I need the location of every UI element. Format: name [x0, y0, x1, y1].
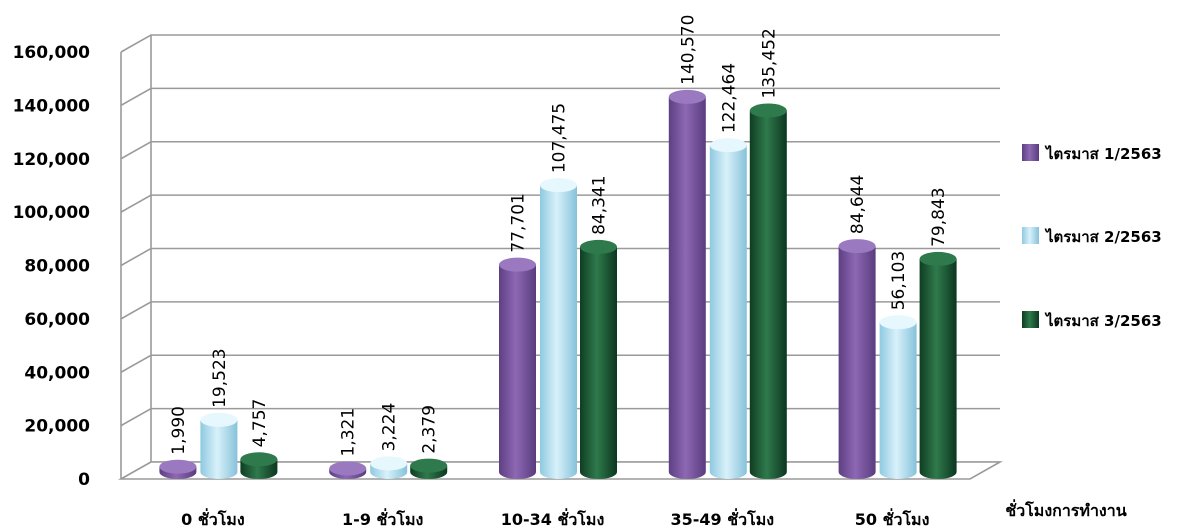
bar: [580, 239, 617, 479]
bar-top: [709, 138, 747, 153]
bar-body: [200, 419, 238, 479]
legend: ไตรมาส 1/2563 ไตรมาส 2/2563 ไตรมาส 3/2563: [1022, 144, 1162, 330]
data-label: 2,379: [420, 405, 440, 454]
bar: [200, 412, 238, 479]
legend-item: ไตรมาส 3/2563: [1022, 311, 1162, 330]
data-label: 122,464: [719, 63, 739, 133]
bar-top: [159, 459, 197, 474]
bar-body: [879, 322, 917, 479]
y-tick-label: 0: [78, 470, 90, 490]
bar: [919, 251, 957, 479]
bar-top: [919, 251, 957, 266]
y-tick-label: 40,000: [24, 363, 90, 383]
bar-top: [240, 452, 278, 467]
bar-body: [838, 246, 876, 479]
x-tick-label: 35-49 ชั่วโมง: [671, 508, 775, 529]
gridline: [120, 34, 1000, 53]
data-label: 19,523: [210, 348, 230, 407]
bar: [370, 456, 408, 479]
bar-top: [200, 412, 238, 427]
data-label: 84,341: [590, 175, 610, 234]
bar: [410, 458, 448, 479]
data-label: 135,452: [759, 28, 779, 98]
legend-label: ไตรมาส 3/2563: [1044, 311, 1162, 330]
bar-body: [580, 246, 617, 479]
x-tick-label: 50 ชั่วโมง: [855, 508, 930, 529]
x-tick-label: 0 ชั่วโมง: [181, 508, 245, 529]
bar: [879, 315, 917, 479]
data-label: 79,843: [929, 187, 949, 246]
x-axis-title: ชั่วโมงการทำงาน: [1005, 499, 1126, 520]
bar: [709, 138, 747, 479]
bar-top: [410, 458, 448, 473]
y-tick-label: 100,000: [13, 203, 91, 223]
bar-body: [499, 264, 536, 479]
data-label: 107,475: [550, 103, 570, 173]
bar-top: [879, 315, 917, 330]
bar: [240, 452, 278, 479]
bar-top: [499, 257, 536, 272]
legend-label: ไตรมาส 2/2563: [1044, 227, 1162, 246]
bar: [499, 257, 536, 479]
legend-label: ไตรมาส 1/2563: [1044, 144, 1162, 163]
legend-swatch: [1022, 144, 1039, 161]
legend-item: ไตรมาส 2/2563: [1022, 227, 1162, 246]
bar-body: [919, 258, 957, 479]
bar-top: [838, 239, 876, 254]
bar: [329, 461, 367, 479]
y-tick-label: 120,000: [13, 150, 91, 170]
bar-top: [580, 239, 617, 254]
y-tick-label: 160,000: [13, 43, 91, 63]
data-label: 1,990: [169, 406, 189, 455]
bar-body: [668, 96, 706, 479]
bar-body: [709, 145, 747, 479]
legend-swatch: [1022, 227, 1039, 244]
bar: [838, 239, 876, 479]
y-tick-label: 20,000: [24, 417, 90, 437]
data-label: 140,570: [678, 15, 698, 85]
bar: [540, 178, 577, 479]
x-tick-label: 1-9 ชั่วโมง: [342, 508, 423, 529]
bar: [159, 459, 197, 479]
bar-body: [540, 185, 577, 479]
data-labels: 1,990 19,523 4,757 1,321 3,224 2,379 77,701 107…: [169, 15, 949, 457]
data-label: 84,644: [848, 175, 868, 234]
legend-swatch: [1022, 311, 1039, 328]
bar-top: [329, 461, 367, 476]
bar: [668, 89, 706, 479]
gridline: [120, 87, 1000, 107]
data-label: 56,103: [889, 251, 909, 310]
bars: [159, 89, 957, 479]
bar-body: [749, 110, 787, 479]
bar-top: [370, 456, 408, 471]
x-tick-label: 10-34 ชั่วโมง: [501, 508, 605, 529]
bar: [749, 103, 787, 479]
data-label: 77,701: [509, 193, 529, 252]
bar-top: [668, 89, 706, 104]
bar-top: [540, 178, 577, 193]
y-tick-label: 60,000: [24, 310, 90, 330]
data-label: 4,757: [250, 399, 270, 448]
y-tick-label: 80,000: [24, 257, 90, 277]
y-tick-label: 140,000: [13, 96, 91, 116]
data-label: 1,321: [339, 408, 359, 457]
data-label: 3,224: [380, 403, 400, 452]
legend-item: ไตรมาส 1/2563: [1022, 144, 1162, 163]
bar-top: [749, 103, 787, 118]
